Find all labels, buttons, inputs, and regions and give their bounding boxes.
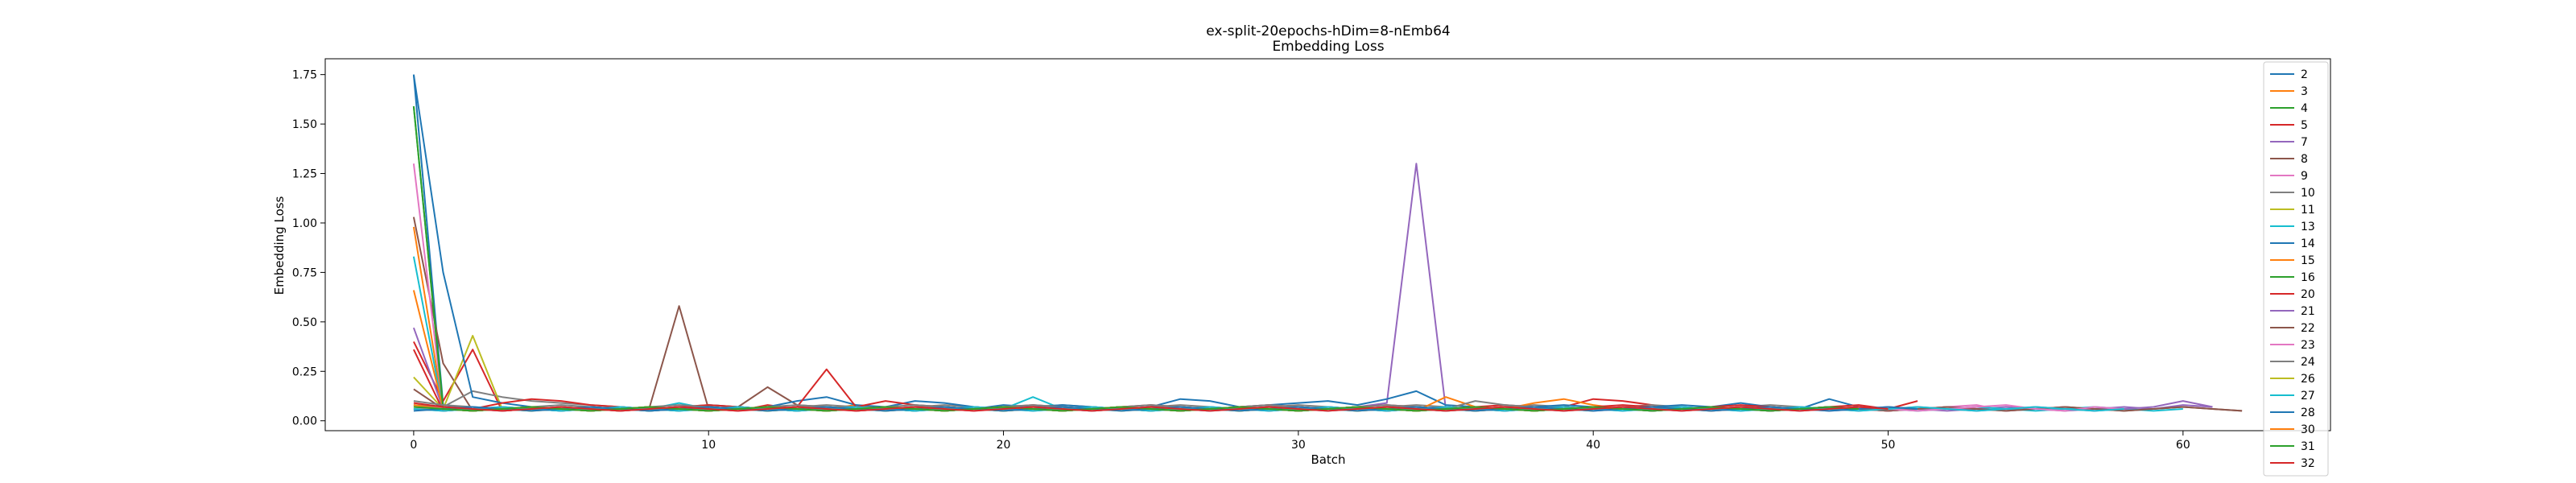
y-tick-label-7: 1.75 (292, 69, 317, 82)
y-axis-label: Embedding Loss (272, 196, 287, 295)
legend-label-28: 28 (2301, 407, 2315, 419)
legend: 2345789101113141516202122232426272830313… (2263, 61, 2329, 477)
legend-label-27: 27 (2301, 390, 2315, 402)
legend-label-30: 30 (2301, 423, 2315, 436)
x-tick-label-0: 0 (410, 439, 417, 452)
legend-label-24: 24 (2301, 356, 2315, 369)
legend-label-11: 11 (2301, 204, 2315, 217)
legend-label-8: 8 (2301, 153, 2308, 166)
legend-label-23: 23 (2301, 339, 2315, 352)
x-axis: 0 10 20 30 40 50 60 (410, 431, 2190, 452)
y-axis: 0.00 0.25 0.50 0.75 1.00 1.25 1.50 1.75 (292, 69, 325, 428)
legend-label-7: 7 (2301, 136, 2308, 149)
legend-label-13: 13 (2301, 221, 2315, 233)
legend-label-31: 31 (2301, 440, 2315, 453)
x-tick-label-20: 20 (997, 439, 1011, 452)
legend-label-14: 14 (2301, 237, 2315, 250)
legend-label-9: 9 (2301, 170, 2308, 183)
y-tick-label-1: 0.25 (292, 365, 317, 378)
legend-label-2: 2 (2301, 68, 2308, 81)
y-tick-label-5: 1.25 (292, 168, 317, 181)
series-layer (412, 74, 2243, 412)
chart-title: ex-split-20epochs-hDim=8-nEmb64 (1206, 23, 1451, 39)
legend-box (2263, 61, 2329, 477)
legend-label-5: 5 (2301, 119, 2308, 132)
plot-frame (324, 58, 2331, 431)
chart-subtitle: Embedding Loss (1272, 39, 1384, 55)
legend-label-22: 22 (2301, 322, 2315, 335)
x-tick-label-40: 40 (1586, 439, 1600, 452)
legend-label-10: 10 (2301, 187, 2315, 200)
y-tick-label-4: 1.00 (292, 217, 317, 230)
x-tick-label-10: 10 (701, 439, 716, 452)
x-axis-label: Batch (1311, 452, 1345, 467)
y-tick-label-6: 1.50 (292, 118, 317, 131)
legend-label-3: 3 (2301, 85, 2308, 98)
y-tick-label-3: 0.75 (292, 266, 317, 279)
x-tick-label-60: 60 (2176, 439, 2190, 452)
legend-label-32: 32 (2301, 457, 2315, 470)
x-tick-label-50: 50 (1881, 439, 1896, 452)
y-tick-label-2: 0.50 (292, 316, 317, 329)
legend-label-20: 20 (2301, 288, 2315, 301)
x-tick-label-30: 30 (1291, 439, 1306, 452)
series-line-32 (413, 402, 1889, 412)
plot-area (324, 58, 2331, 431)
legend-label-4: 4 (2301, 102, 2308, 115)
legend-label-26: 26 (2301, 373, 2315, 386)
legend-label-15: 15 (2301, 254, 2315, 267)
y-tick-label-0: 0.00 (292, 415, 317, 428)
legend-label-21: 21 (2301, 305, 2315, 318)
legend-label-16: 16 (2301, 271, 2315, 284)
